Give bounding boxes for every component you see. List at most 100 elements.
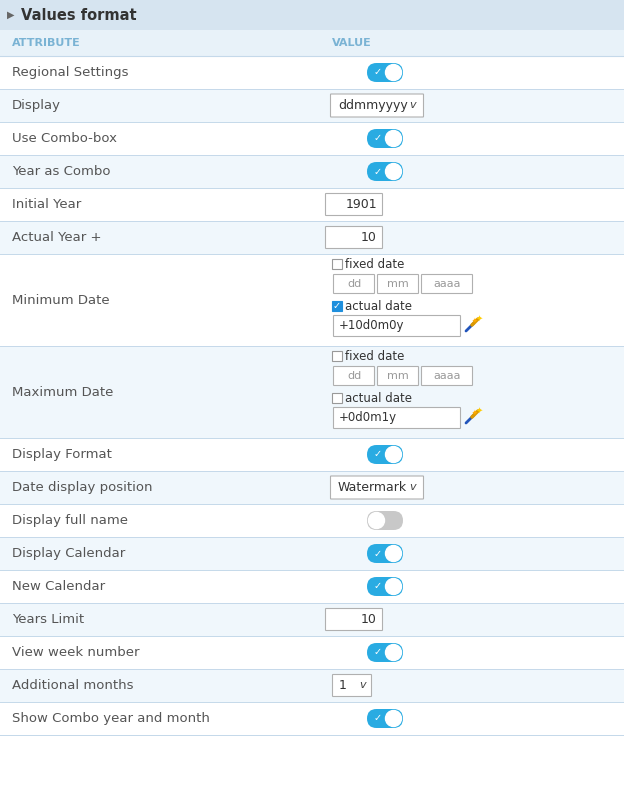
Bar bbox=[0, 30, 624, 56]
Text: Watermark: Watermark bbox=[338, 481, 407, 494]
Text: ✓: ✓ bbox=[373, 647, 381, 658]
Bar bbox=[0, 0, 624, 30]
Text: ✦: ✦ bbox=[472, 318, 478, 324]
Text: ✦: ✦ bbox=[472, 410, 478, 416]
Bar bbox=[0, 254, 624, 346]
Text: +10d0m0y: +10d0m0y bbox=[339, 319, 404, 333]
Text: Show Combo year and month: Show Combo year and month bbox=[12, 712, 210, 725]
FancyBboxPatch shape bbox=[367, 63, 403, 82]
Text: dd: dd bbox=[347, 371, 361, 381]
FancyBboxPatch shape bbox=[326, 227, 383, 248]
Text: mm: mm bbox=[387, 279, 409, 289]
Text: Regional Settings: Regional Settings bbox=[12, 66, 129, 79]
Bar bbox=[0, 221, 624, 254]
Text: Minimum Date: Minimum Date bbox=[12, 294, 110, 306]
Text: ▶: ▶ bbox=[7, 10, 15, 20]
Text: Display full name: Display full name bbox=[12, 514, 128, 527]
FancyBboxPatch shape bbox=[331, 476, 424, 499]
Circle shape bbox=[386, 710, 401, 726]
Text: fixed date: fixed date bbox=[345, 350, 404, 362]
Text: New Calendar: New Calendar bbox=[12, 580, 105, 593]
FancyBboxPatch shape bbox=[332, 351, 342, 361]
Bar bbox=[0, 122, 624, 155]
Circle shape bbox=[386, 164, 401, 180]
Text: Actual Year +: Actual Year + bbox=[12, 231, 102, 244]
Text: Initial Year: Initial Year bbox=[12, 198, 81, 211]
FancyBboxPatch shape bbox=[333, 366, 374, 385]
Text: 1901: 1901 bbox=[345, 198, 377, 211]
Bar bbox=[0, 346, 624, 438]
Text: ✓: ✓ bbox=[373, 133, 381, 144]
FancyBboxPatch shape bbox=[367, 709, 403, 728]
Text: Values format: Values format bbox=[21, 7, 137, 22]
Bar bbox=[0, 537, 624, 570]
Text: aaaa: aaaa bbox=[433, 371, 461, 381]
Text: fixed date: fixed date bbox=[345, 258, 404, 271]
Text: mm: mm bbox=[387, 371, 409, 381]
FancyBboxPatch shape bbox=[326, 609, 383, 630]
Text: ✓: ✓ bbox=[333, 301, 341, 311]
Text: ✓: ✓ bbox=[373, 449, 381, 460]
Text: ✓: ✓ bbox=[373, 713, 381, 724]
Text: VALUE: VALUE bbox=[332, 38, 372, 48]
FancyBboxPatch shape bbox=[367, 162, 403, 181]
Circle shape bbox=[386, 546, 401, 562]
Text: Date display position: Date display position bbox=[12, 481, 152, 494]
FancyBboxPatch shape bbox=[332, 301, 342, 311]
Bar bbox=[0, 188, 624, 221]
Bar bbox=[0, 702, 624, 735]
Text: Maximum Date: Maximum Date bbox=[12, 385, 114, 398]
Text: +0d0m1y: +0d0m1y bbox=[339, 412, 397, 425]
Text: Display: Display bbox=[12, 99, 61, 112]
Text: Display Format: Display Format bbox=[12, 448, 112, 461]
Text: ATTRIBUTE: ATTRIBUTE bbox=[12, 38, 80, 48]
Circle shape bbox=[386, 447, 401, 463]
Text: Years Limit: Years Limit bbox=[12, 613, 84, 626]
Circle shape bbox=[386, 131, 401, 147]
Text: aaaa: aaaa bbox=[433, 279, 461, 289]
Text: ✓: ✓ bbox=[373, 548, 381, 559]
FancyBboxPatch shape bbox=[378, 366, 419, 385]
FancyBboxPatch shape bbox=[333, 674, 371, 697]
Bar bbox=[0, 56, 624, 89]
Text: ddmmyyyy: ddmmyyyy bbox=[338, 99, 407, 112]
Text: actual date: actual date bbox=[345, 299, 412, 313]
Text: Use Combo-box: Use Combo-box bbox=[12, 132, 117, 145]
Bar bbox=[0, 89, 624, 122]
FancyBboxPatch shape bbox=[421, 275, 472, 294]
Bar bbox=[0, 669, 624, 702]
Text: v: v bbox=[410, 483, 416, 492]
FancyBboxPatch shape bbox=[333, 408, 461, 429]
Text: 10: 10 bbox=[361, 231, 377, 244]
Bar bbox=[0, 504, 624, 537]
Text: ✦: ✦ bbox=[475, 405, 482, 414]
Circle shape bbox=[386, 645, 401, 661]
Text: Year as Combo: Year as Combo bbox=[12, 165, 110, 178]
FancyBboxPatch shape bbox=[367, 445, 403, 464]
FancyBboxPatch shape bbox=[332, 259, 342, 269]
Text: ✓: ✓ bbox=[373, 68, 381, 77]
FancyBboxPatch shape bbox=[367, 129, 403, 148]
FancyBboxPatch shape bbox=[333, 315, 461, 337]
Text: actual date: actual date bbox=[345, 392, 412, 405]
Bar bbox=[0, 155, 624, 188]
Bar bbox=[0, 471, 624, 504]
Bar bbox=[0, 636, 624, 669]
Text: dd: dd bbox=[347, 279, 361, 289]
Bar bbox=[0, 570, 624, 603]
Text: ✓: ✓ bbox=[373, 582, 381, 591]
Text: ✦: ✦ bbox=[475, 314, 482, 322]
Circle shape bbox=[386, 65, 401, 81]
FancyBboxPatch shape bbox=[333, 275, 374, 294]
Text: 1: 1 bbox=[339, 679, 347, 692]
Text: Additional months: Additional months bbox=[12, 679, 134, 692]
Text: v: v bbox=[359, 681, 366, 690]
FancyBboxPatch shape bbox=[367, 511, 403, 530]
Circle shape bbox=[369, 512, 384, 528]
Text: v: v bbox=[410, 101, 416, 110]
Circle shape bbox=[386, 579, 401, 595]
FancyBboxPatch shape bbox=[367, 577, 403, 596]
Text: Display Calendar: Display Calendar bbox=[12, 547, 125, 560]
FancyBboxPatch shape bbox=[367, 643, 403, 662]
FancyBboxPatch shape bbox=[421, 366, 472, 385]
